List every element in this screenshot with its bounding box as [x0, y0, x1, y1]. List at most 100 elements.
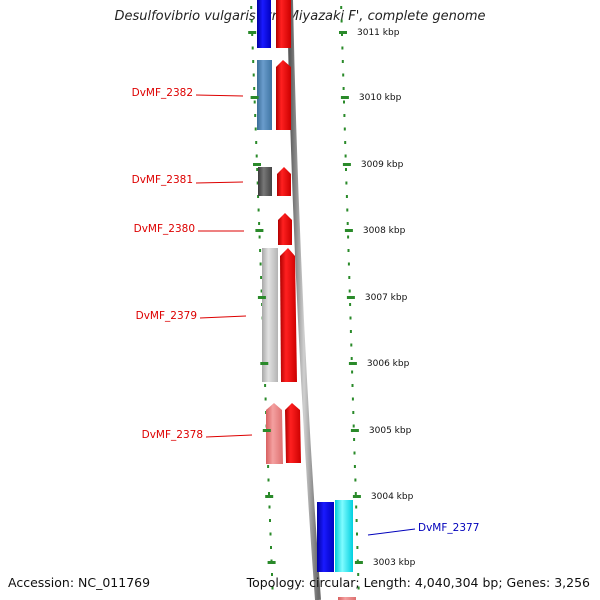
ring-dot: [255, 141, 258, 144]
ring-dot: [258, 222, 261, 225]
tick-mark-left: [250, 96, 259, 99]
ring-dot: [342, 73, 345, 77]
ring-dot: [257, 195, 260, 198]
ring-dot: [342, 87, 345, 90]
ring-dot: [340, 6, 343, 9]
tick-mark-left: [255, 229, 264, 232]
ring-dot: [341, 60, 344, 63]
ring-dot: [252, 73, 255, 77]
gene-label[interactable]: DvMF_2382: [132, 87, 193, 99]
tick-mark: [352, 495, 361, 498]
ring-dot: [269, 519, 271, 522]
ring-dot: [341, 46, 344, 50]
gene-arrow-dvmf-2379: [280, 248, 297, 382]
ring-dot: [344, 141, 347, 144]
ring-dot: [270, 546, 272, 549]
ring-dot: [347, 235, 350, 239]
gene-label[interactable]: DvMF_2378: [142, 429, 203, 441]
gene-block-dvmf-2382: [257, 60, 272, 130]
gene-block-dvmf-2379: [262, 248, 278, 382]
ring-dot: [345, 168, 347, 171]
ring-dot: [267, 478, 270, 482]
gene-label[interactable]: DvMF_2381: [132, 174, 193, 186]
ring-dot: [348, 289, 351, 293]
gene-block-dvmf-2378: [266, 403, 283, 464]
gene-block-dvmf-2377-cyan: [335, 500, 353, 572]
gene-label[interactable]: DvMF_2377: [418, 522, 479, 534]
ring-dot: [252, 60, 255, 63]
tick-label: 3008 kbp: [363, 226, 406, 236]
gene-features: [257, 0, 356, 600]
ring-dot: [264, 397, 267, 401]
tick-label: 3010 kbp: [359, 93, 402, 103]
gene-arrow-dvmf-2380: [278, 213, 292, 245]
ring-dot: [349, 330, 352, 333]
ring-dot: [253, 100, 256, 104]
ring-dot: [257, 208, 260, 212]
ring-dot: [346, 208, 349, 212]
gene-arrow-dvmf-2381: [277, 167, 291, 196]
gene-label[interactable]: DvMF_2380: [134, 223, 195, 235]
genome-title: Desulfovibrio vulgaris str. 'Miyazaki F'…: [114, 9, 486, 24]
ring-dot: [356, 546, 359, 549]
tick-label: 3006 kbp: [367, 359, 410, 369]
ring-dot: [253, 87, 256, 90]
tick-label: 3009 kbp: [361, 160, 404, 170]
gene-block-top-blue: [257, 0, 271, 48]
ring-dot: [260, 276, 263, 279]
gene-block-dvmf-2381: [258, 167, 272, 196]
ring-dot: [254, 127, 257, 131]
ring-dot: [347, 262, 350, 266]
ring-dot: [251, 46, 254, 50]
tick-mark: [339, 31, 347, 34]
ring-dot: [343, 127, 346, 131]
ring-dot: [271, 573, 273, 576]
tick-mark: [342, 163, 351, 166]
tick-mark: [350, 429, 359, 432]
ring-dot: [351, 370, 354, 374]
ring-dot: [251, 33, 254, 36]
ring-dot: [351, 397, 354, 401]
ring-dot: [255, 154, 258, 158]
tick-mark-left: [257, 296, 266, 299]
ring-dot: [259, 249, 262, 252]
ring-dot: [343, 100, 345, 104]
tick-mark-left: [253, 163, 261, 166]
ring-dot: [352, 411, 355, 414]
tick-mark-left: [248, 31, 257, 34]
gene-leader-line: [195, 94, 244, 97]
gene-label[interactable]: DvMF_2379: [136, 310, 197, 322]
gene-block-bottom-pink: [338, 597, 356, 600]
tick-mark: [340, 96, 349, 99]
ring-dot: [345, 181, 348, 185]
gene-labels: DvMF_2382 DvMF_2381 DvMF_2380 DvMF_2379 DvMF…: [132, 87, 479, 536]
ring-dot: [348, 276, 351, 279]
ring-dot: [355, 519, 358, 522]
tick-label: 3007 kbp: [365, 293, 408, 303]
tick-mark: [354, 561, 363, 564]
ring-dot: [341, 33, 343, 36]
tick-mark: [348, 362, 357, 365]
ring-dot: [256, 168, 259, 171]
ring-dot: [260, 289, 263, 293]
topology-label: Topology: circular; Length: 4,040,304 bp…: [246, 575, 590, 590]
gene-leader-line: [367, 528, 416, 536]
ring-dot: [345, 195, 348, 198]
ring-dot: [258, 235, 261, 239]
ring-dot: [357, 573, 360, 576]
kbp-ticks: 3011 kbp 3010 kbp 3009 kbp 3008 kbp 3007 kbp…: [248, 28, 416, 568]
ring-dot: [267, 465, 270, 468]
gene-arrow-dvmf-2378: [285, 403, 301, 463]
tick-mark-left: [265, 495, 274, 498]
ring-dot: [346, 222, 349, 225]
ring-dot: [353, 465, 356, 468]
ring-dot: [355, 505, 358, 509]
genome-backbone: [287, 0, 321, 600]
tick-mark: [344, 229, 353, 232]
ring-dot: [271, 586, 274, 590]
ring-dot: [354, 492, 357, 495]
ring-dot: [269, 532, 272, 536]
ring-dot: [256, 181, 259, 185]
ring-dot: [340, 19, 343, 23]
